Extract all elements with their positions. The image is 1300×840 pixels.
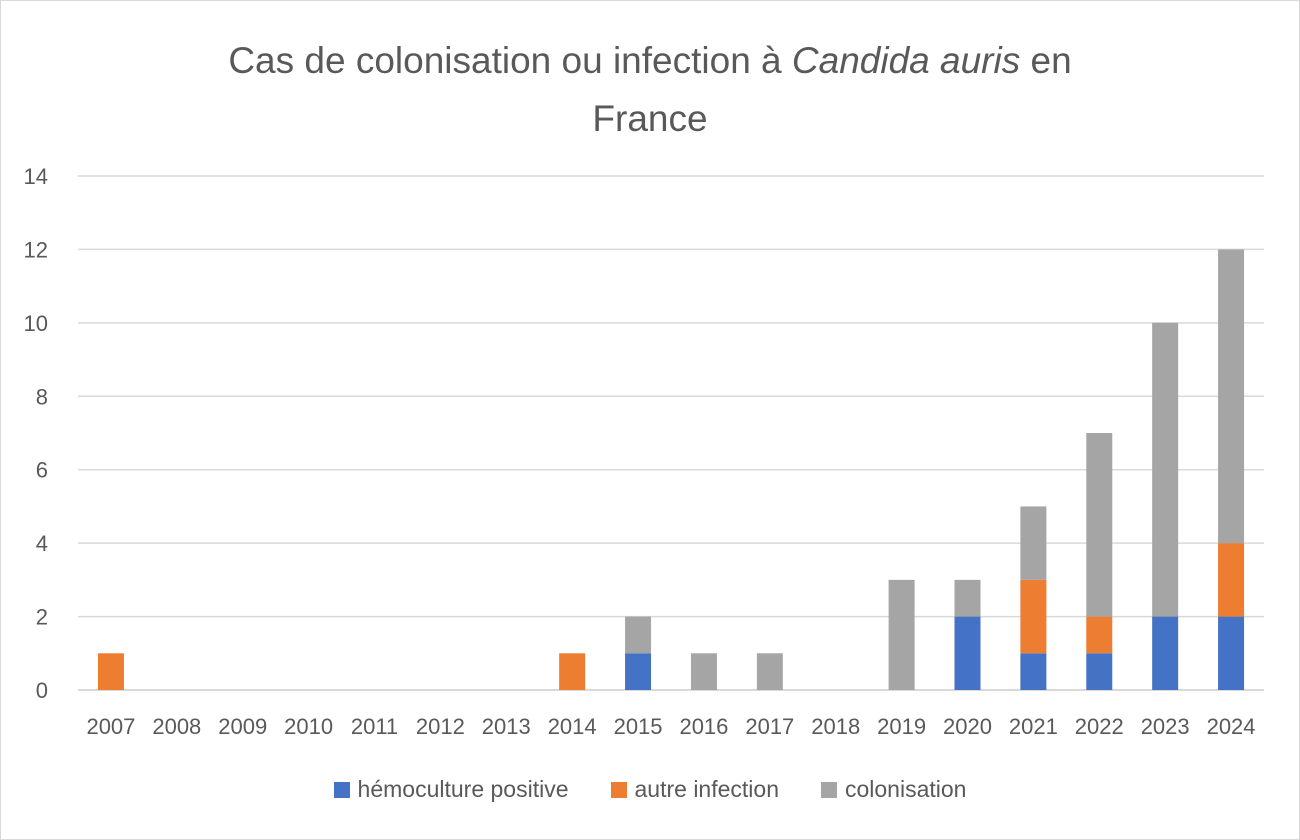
y-tick-label: 10: [24, 311, 48, 336]
title-species: Candida auris: [791, 40, 1021, 81]
y-tick-label: 14: [24, 164, 48, 189]
legend-label: autre infection: [634, 776, 779, 802]
legend-label: hémoculture positive: [357, 776, 569, 802]
legend-swatch: [610, 781, 627, 798]
bar-segment: [625, 616, 652, 654]
x-tick-label: 2024: [1207, 714, 1256, 739]
x-tick-label: 2019: [877, 714, 926, 739]
legend: hémoculture positive autre infection col…: [0, 776, 1300, 803]
x-tick-label: 2014: [548, 714, 597, 739]
bar-segment: [1218, 249, 1245, 544]
chart-title-line2: France: [592, 98, 708, 139]
bar-segment: [1086, 616, 1113, 654]
bar-segment: [1020, 579, 1047, 654]
legend-item-hemoculture: hémoculture positive: [333, 776, 569, 803]
bar-segment: [690, 653, 717, 690]
legend-item-autre-infection: autre infection: [610, 776, 779, 803]
x-tick-label: 2010: [284, 714, 333, 739]
title-text-suffix: en: [1020, 40, 1072, 81]
x-tick-label: 2008: [152, 714, 201, 739]
bar-segment: [1152, 616, 1179, 690]
bar-segment: [1086, 433, 1113, 617]
bar-segment: [97, 653, 124, 690]
legend-label: colonisation: [844, 776, 967, 802]
x-tick-label: 2013: [482, 714, 531, 739]
x-tick-label: 2016: [679, 714, 728, 739]
bar-segment: [1086, 653, 1113, 690]
bar-segment: [954, 579, 981, 617]
bar-segment: [756, 653, 783, 690]
x-tick-label: 2012: [416, 714, 465, 739]
x-tick-label: 2007: [86, 714, 135, 739]
chart-title: Cas de colonisation ou infection à Candi…: [0, 40, 1300, 82]
legend-item-colonisation: colonisation: [820, 776, 967, 803]
bar-segment: [1020, 653, 1047, 690]
x-tick-label: 2021: [1009, 714, 1058, 739]
x-tick-label: 2009: [218, 714, 267, 739]
x-tick-label: 2020: [943, 714, 992, 739]
x-tick-label: 2018: [811, 714, 860, 739]
bar-segment: [954, 616, 981, 690]
title-text: Cas de colonisation ou infection à: [228, 40, 792, 81]
y-tick-label: 12: [24, 237, 48, 262]
bar-segment: [888, 579, 915, 690]
x-tick-label: 2023: [1141, 714, 1190, 739]
bar-segment: [559, 653, 586, 690]
y-tick-label: 4: [36, 531, 48, 556]
y-tick-label: 8: [36, 384, 48, 409]
y-tick-label: 6: [36, 458, 48, 483]
legend-swatch: [820, 781, 837, 798]
legend-swatch: [333, 781, 350, 798]
y-tick-label: 2: [36, 605, 48, 630]
bar-segment: [1020, 506, 1047, 580]
bar-segment: [625, 653, 652, 690]
x-tick-label: 2017: [745, 714, 794, 739]
bar-segment: [1218, 543, 1245, 617]
x-tick-label: 2015: [614, 714, 663, 739]
x-tick-label: 2022: [1075, 714, 1124, 739]
x-tick-label: 2011: [351, 714, 398, 739]
bar-segment: [1218, 616, 1245, 690]
bar-segment: [1152, 322, 1179, 617]
y-tick-label: 0: [36, 678, 48, 703]
